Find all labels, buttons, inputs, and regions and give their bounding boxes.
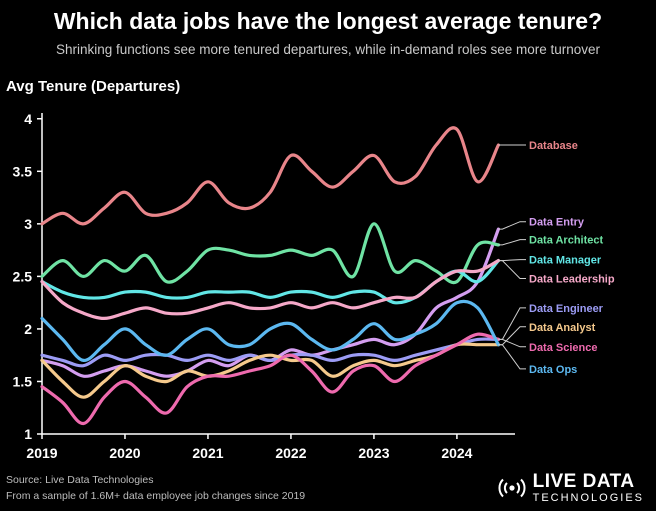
series-label-database: Database	[529, 140, 578, 152]
broadcast-icon	[498, 478, 526, 498]
leader-line-data-architect	[498, 239, 526, 246]
x-tick-label: 2024	[441, 445, 472, 461]
x-tick-label: 2020	[109, 445, 140, 461]
y-tick-label: 1.5	[13, 373, 33, 389]
x-tick-label: 2023	[358, 445, 389, 461]
series-line-data-science	[40, 332, 500, 426]
series-label-data-engineer: Data Engineer	[529, 303, 604, 315]
x-tick-label: 2019	[26, 445, 57, 461]
x-tick-label: 2021	[192, 445, 223, 461]
chart-subtitle: Shrinking functions see more tenured dep…	[55, 42, 601, 57]
axes: 1 1.5 2 2.5 3 3.5 4 2019 2020 2021 2022 2023 2024	[13, 111, 515, 461]
leader-line-data-leadership	[498, 260, 526, 279]
chart-title: Which data jobs have the longest average…	[53, 8, 603, 34]
series-line-data-ops	[40, 299, 500, 362]
series-label-data-leadership: Data Leadership	[529, 273, 615, 285]
series-label-data-manager: Data Manager	[529, 255, 602, 267]
series-label-data-architect: Data Architect	[529, 235, 604, 247]
sample-note: From a sample of 1.6M+ data employee job…	[6, 490, 306, 502]
logo-wordmark: LIVE DATA	[532, 471, 635, 492]
series-line-data-engineer	[40, 337, 500, 368]
series-label-data-entry: Data Entry	[529, 217, 585, 229]
y-tick-label: 2.5	[13, 268, 33, 284]
leader-line-data-science	[498, 338, 526, 348]
y-tick-label: 2	[24, 321, 32, 337]
y-tick-label: 1	[24, 426, 32, 442]
leader-line-data-analyst	[498, 326, 526, 346]
y-tick-label: 3	[24, 216, 32, 232]
series-lines	[40, 126, 500, 426]
series-line-database	[40, 126, 500, 226]
series-line-data-leadership	[40, 259, 500, 320]
source-note: Source: Live Data Technologies	[6, 474, 154, 486]
series-label-data-analyst: Data Analyst	[529, 322, 596, 334]
y-axis-label: Avg Tenure (Departures)	[6, 78, 181, 95]
x-tick-label: 2022	[275, 445, 306, 461]
series-line-data-architect	[40, 222, 500, 285]
series-label-data-ops: Data Ops	[529, 364, 577, 376]
logo-subtext: TECHNOLOGIES	[532, 492, 644, 504]
leader-line-data-ops	[498, 344, 526, 370]
series-line-data-analyst	[40, 342, 500, 399]
series-labels: Database Data Entry Data Architect Data Man…	[498, 140, 615, 376]
brand-logo: LIVE DATA TECHNOLOGIES	[497, 472, 644, 504]
series-label-data-science: Data Science	[529, 342, 597, 354]
y-tick-label: 3.5	[13, 163, 33, 179]
leader-line-data-entry	[498, 221, 526, 230]
y-tick-label: 4	[24, 111, 32, 127]
